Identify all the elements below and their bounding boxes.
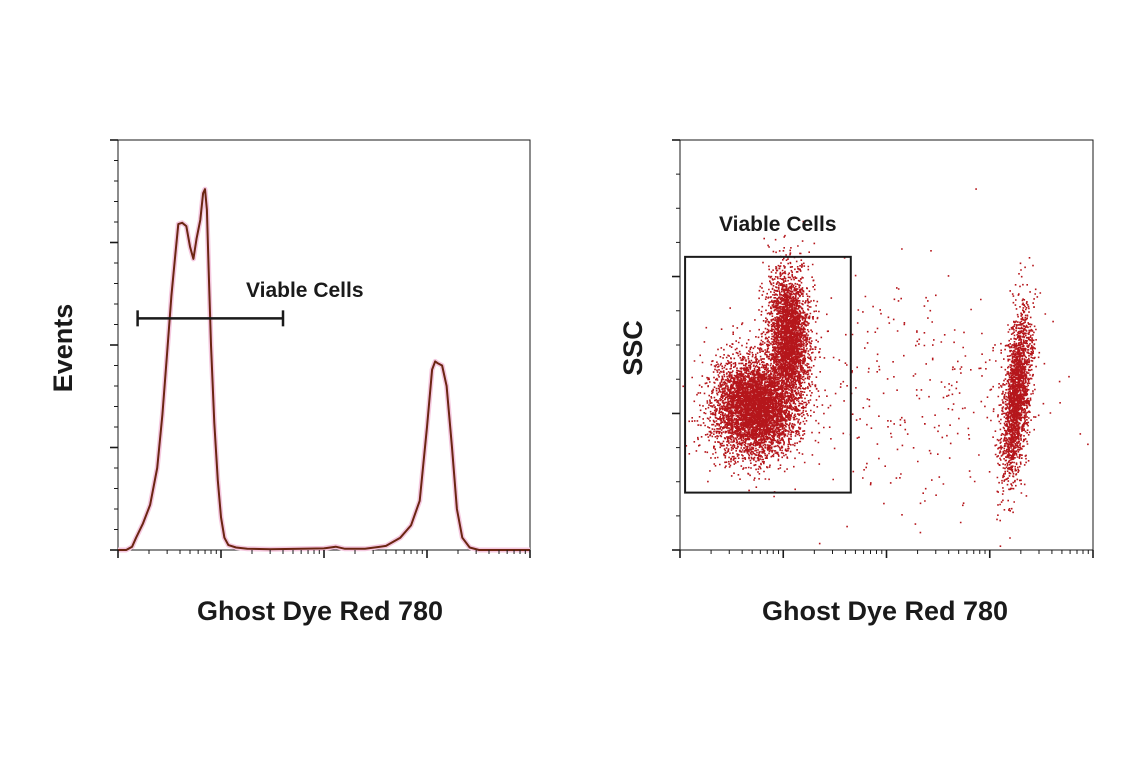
histogram-curve-halo	[118, 186, 530, 553]
scatter-y-axis-title: SSC	[618, 320, 648, 376]
scatter-ticks	[672, 139, 1094, 558]
scatter-dots	[682, 188, 1089, 548]
histogram-gate-label: Viable Cells	[246, 279, 364, 302]
histogram-shade	[118, 186, 530, 553]
histogram-y-axis-title: Events	[48, 304, 78, 393]
histogram-x-axis-title: Ghost Dye Red 780	[197, 596, 443, 626]
histogram-plot-frame	[117, 139, 531, 551]
scatter-events	[682, 188, 1089, 548]
viable-cells-range-gate[interactable]	[136, 310, 285, 327]
scatter-x-axis-title: Ghost Dye Red 780	[762, 596, 1008, 626]
scatter-panel: Viable Cells Ghost Dye Red 780 SSC	[618, 139, 1094, 626]
viable-cells-rectangle-gate[interactable]	[684, 255, 852, 494]
histogram-curve	[118, 188, 530, 551]
scatter-gate-label: Viable Cells	[719, 213, 837, 236]
histogram-panel: Viable Cells Ghost Dye Red 780 Events	[48, 139, 531, 626]
histogram-ticks	[110, 139, 531, 558]
histogram-curve-layer	[118, 188, 530, 551]
